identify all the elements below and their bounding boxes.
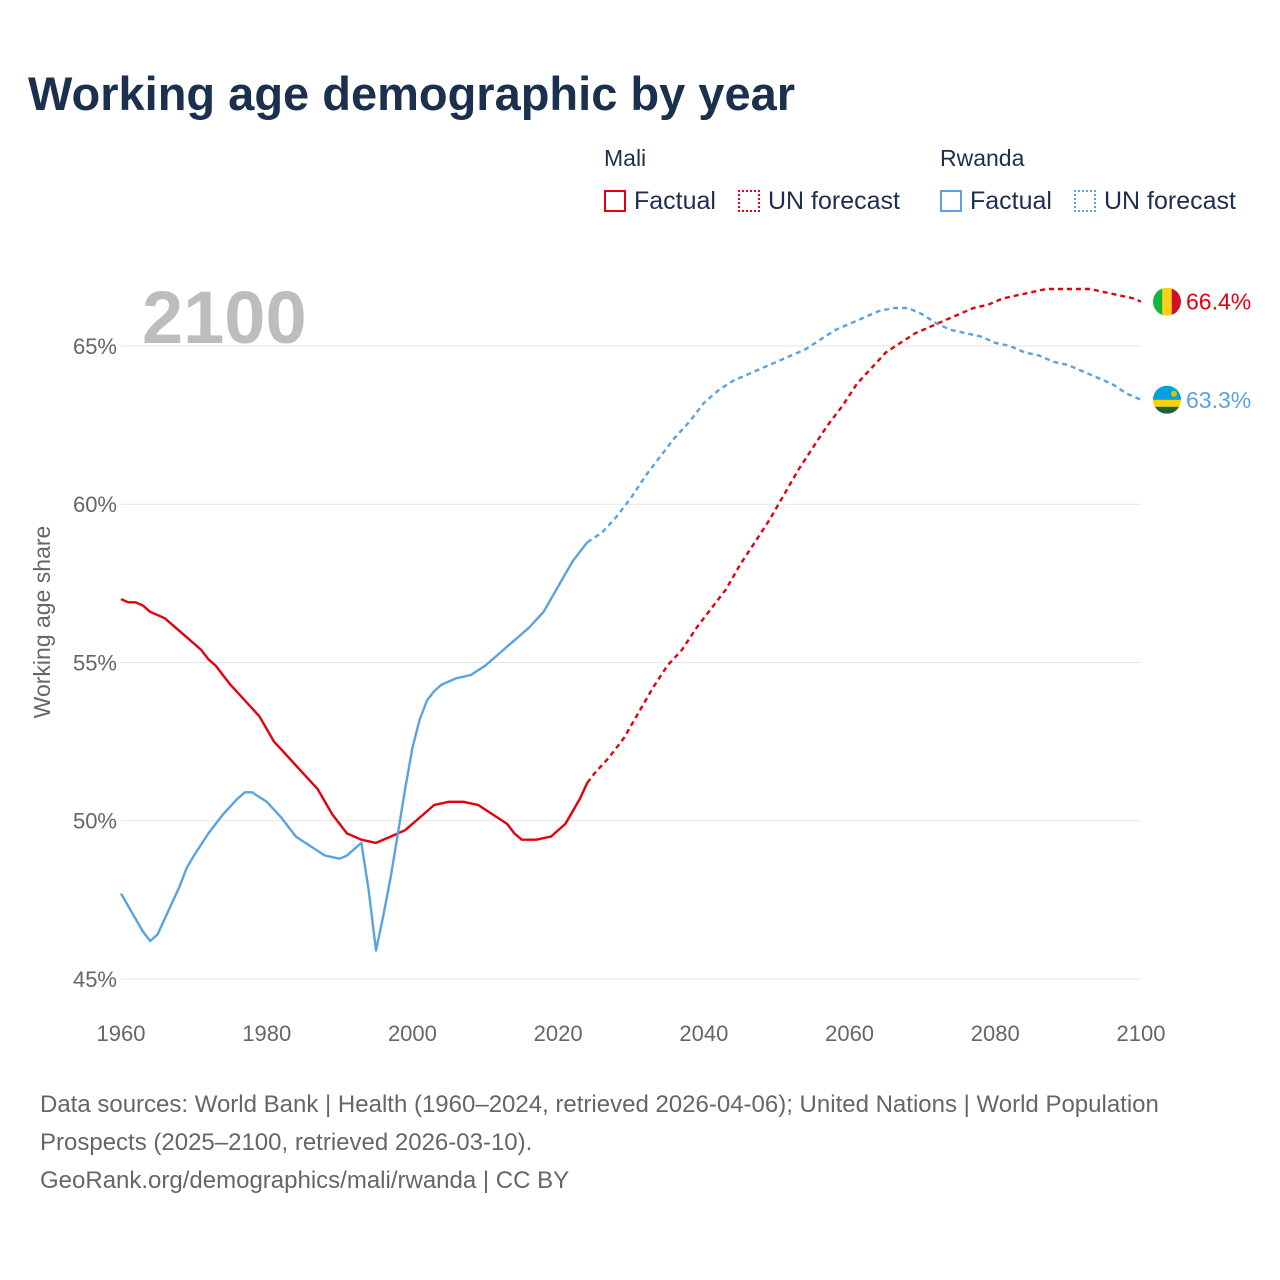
series-lines [119,287,1142,952]
x-axis-ticks: 1960 1980 2000 2020 2040 2060 2080 2100 [97,1021,1166,1046]
series-mali-forecast-line[interactable] [586,287,1142,784]
y-tick-label: 50% [73,809,117,834]
end-label-mali: 66.4% [1186,289,1251,315]
legend-rwanda-forecast[interactable]: UN forecast [1074,186,1236,216]
chart-plot-area: 2100 45% 50% 55% 60% 65% 1960 1980 2000 2020 204… [29,276,1251,1046]
series-mali-factual-line[interactable] [120,598,589,845]
current-year-label: 2100 [142,276,307,359]
y-tick-label: 65% [73,334,117,359]
x-tick-label: 2080 [971,1021,1020,1046]
legend-group-mali: Mali [604,145,647,171]
x-tick-label: 1960 [97,1021,146,1046]
x-tick-label: 1980 [242,1021,291,1046]
y-axis-label: Working age share [29,526,55,719]
y-tick-label: 55% [73,650,117,675]
series-rwanda-factual-line[interactable] [119,541,589,952]
legend-label-mali-forecast: UN forecast [768,186,900,215]
y-tick-label: 60% [73,492,117,517]
y-axis-ticks: 45% 50% 55% 60% 65% [73,334,117,992]
rwanda-flag-icon [1153,385,1181,414]
chart-title: Working age demographic by year [28,67,796,120]
legend-mali-forecast[interactable]: UN forecast [738,186,900,216]
legend-mali-factual[interactable]: Factual [604,186,716,216]
x-tick-label: 2020 [534,1021,583,1046]
legend-swatch-rwanda-factual [940,190,962,212]
legend-label-rwanda-forecast: UN forecast [1104,186,1236,215]
attribution-text: GeoRank.org/demographics/mali/rwanda | C… [40,1167,570,1194]
legend-group-rwanda: Rwanda [940,145,1025,171]
x-tick-label: 2100 [1117,1021,1166,1046]
x-tick-label: 2000 [388,1021,437,1046]
x-tick-label: 2060 [825,1021,874,1046]
data-sources-text: Data sources: World Bank | Health (1960–… [40,1091,1159,1156]
end-label-rwanda: 63.3% [1186,387,1251,413]
grid-lines [121,345,1141,980]
y-tick-label: 45% [73,967,117,992]
legend-label-rwanda-factual: Factual [970,186,1052,215]
legend-swatch-mali-forecast [738,190,760,212]
legend-label-mali-factual: Factual [634,186,716,215]
legend-rwanda-factual[interactable]: Factual [940,186,1052,216]
legend-swatch-rwanda-forecast [1074,190,1096,212]
mali-flag-icon [1153,287,1181,316]
legend-swatch-mali-factual [604,190,626,212]
series-rwanda-forecast-line[interactable] [586,306,1142,544]
x-tick-label: 2040 [679,1021,728,1046]
footer: Data sources: World Bank | Health (1960–… [40,1086,1180,1200]
